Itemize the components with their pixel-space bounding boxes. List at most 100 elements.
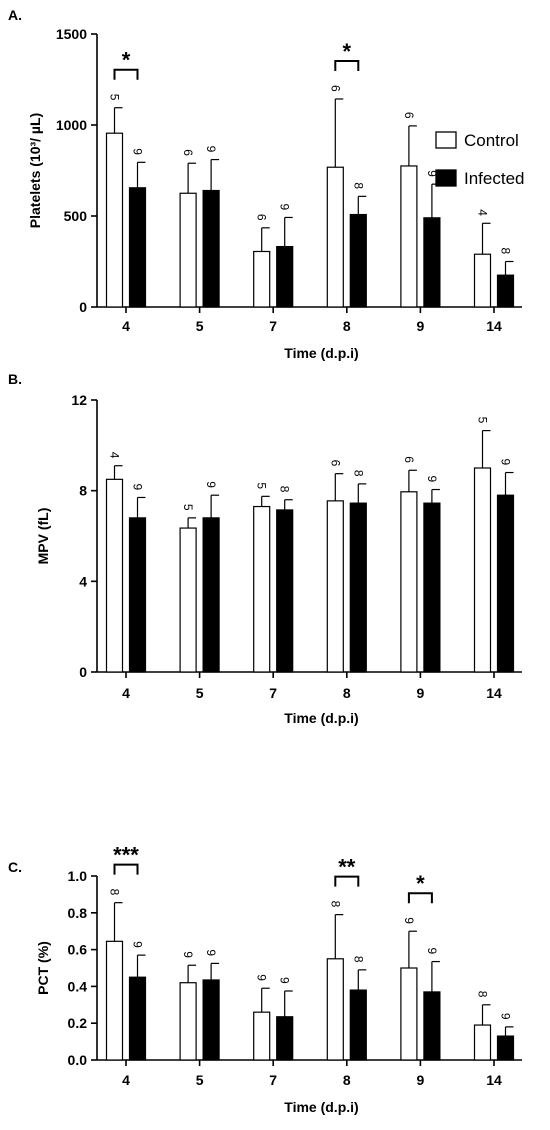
y-tick-label: 500 (64, 208, 88, 224)
legend-label: Control (464, 131, 519, 150)
y-tick-label: 0.6 (68, 942, 88, 958)
bar-infected (496, 1035, 515, 1061)
bar-control (326, 500, 344, 673)
bar-infected (128, 517, 147, 673)
n-label: 6 (402, 112, 416, 119)
y-tick-label: 0.4 (68, 978, 88, 994)
x-tick-label: 14 (486, 318, 502, 334)
bar-infected (349, 213, 367, 308)
n-label: 5 (108, 94, 122, 101)
x-tick-label: 5 (196, 685, 204, 701)
x-tick-label: 5 (196, 1072, 204, 1088)
x-tick-label: 5 (196, 318, 204, 334)
n-label: 9 (499, 1013, 513, 1020)
n-label: 6 (181, 149, 195, 156)
bar-control (326, 166, 344, 308)
n-label: 8 (351, 470, 365, 477)
n-label: 4 (476, 209, 490, 216)
bar-infected (349, 502, 367, 673)
n-label: 8 (328, 901, 342, 908)
bar-control (253, 505, 271, 673)
x-axis-label: Time (d.p.i) (284, 710, 358, 726)
n-label: 5 (255, 482, 269, 489)
significance-label: * (416, 871, 425, 896)
n-label: 4 (108, 452, 122, 459)
x-tick-label: 7 (269, 685, 277, 701)
significance-label: *** (113, 843, 139, 868)
bar-infected (423, 217, 441, 308)
bar-control (105, 940, 124, 1061)
bar-infected (276, 509, 294, 673)
y-axis-label: MPV (fL) (35, 508, 51, 565)
x-tick-label: 4 (122, 685, 130, 701)
bar-infected (202, 979, 220, 1061)
bar-control (400, 165, 418, 308)
n-label: 9 (425, 170, 439, 177)
y-tick-label: 1.0 (68, 868, 88, 884)
x-tick-label: 9 (417, 318, 425, 334)
n-label: 8 (499, 248, 513, 255)
significance-label: * (122, 48, 131, 73)
bar-control (105, 132, 124, 308)
significance-label: * (343, 39, 352, 64)
bar-control (179, 192, 197, 308)
bar-control (179, 527, 197, 673)
n-label: 9 (499, 459, 513, 466)
legend-label: Infected (464, 169, 525, 188)
n-label: 9 (255, 974, 269, 981)
n-label: 9 (204, 481, 218, 488)
bar-control (400, 967, 418, 1061)
n-label: 6 (402, 456, 416, 463)
n-label: 6 (328, 85, 342, 92)
x-tick-label: 14 (486, 685, 502, 701)
bar-control (179, 982, 197, 1061)
n-label: 9 (402, 917, 416, 924)
bar-infected (423, 991, 441, 1061)
x-tick-label: 7 (269, 1072, 277, 1088)
n-label: 8 (351, 956, 365, 963)
n-label: 9 (181, 951, 195, 958)
x-tick-label: 4 (122, 1072, 130, 1088)
x-axis-label: Time (d.p.i) (284, 345, 358, 361)
x-tick-label: 8 (343, 685, 351, 701)
y-tick-label: 0 (79, 299, 87, 315)
y-tick-label: 8 (79, 483, 87, 499)
significance-bracket (113, 68, 139, 80)
n-label: 9 (131, 483, 145, 490)
y-tick-label: 12 (71, 392, 87, 408)
x-tick-label: 8 (343, 1072, 351, 1088)
x-tick-label: 8 (343, 318, 351, 334)
n-label: 8 (476, 991, 490, 998)
n-label: 6 (255, 214, 269, 221)
significance-label: ** (338, 855, 356, 880)
x-tick-label: 7 (269, 318, 277, 334)
n-label: 9 (425, 476, 439, 483)
bar-infected (423, 502, 441, 673)
bar-infected (276, 245, 294, 308)
bar-control (105, 478, 124, 673)
bar-infected (349, 989, 367, 1061)
n-label: 5 (476, 417, 490, 424)
bar-control (473, 467, 492, 673)
y-tick-label: 1500 (56, 26, 87, 42)
significance-bracket (407, 892, 433, 904)
bar-infected (128, 976, 147, 1061)
bar-control (473, 253, 492, 308)
bar-control (326, 958, 344, 1061)
significance-bracket (334, 59, 360, 71)
panel-letter: B. (8, 371, 22, 387)
bar-infected (496, 274, 515, 308)
n-label: 9 (204, 949, 218, 956)
n-label: 9 (131, 941, 145, 948)
n-label: 8 (108, 889, 122, 896)
bar-infected (202, 189, 220, 308)
n-label: 6 (328, 460, 342, 467)
n-label: 9 (425, 948, 439, 955)
y-tick-label: 0.0 (68, 1052, 88, 1068)
bar-control (253, 250, 271, 308)
y-tick-label: 0 (79, 664, 87, 680)
x-tick-label: 14 (486, 1072, 502, 1088)
legend-swatch-infected (435, 169, 457, 187)
